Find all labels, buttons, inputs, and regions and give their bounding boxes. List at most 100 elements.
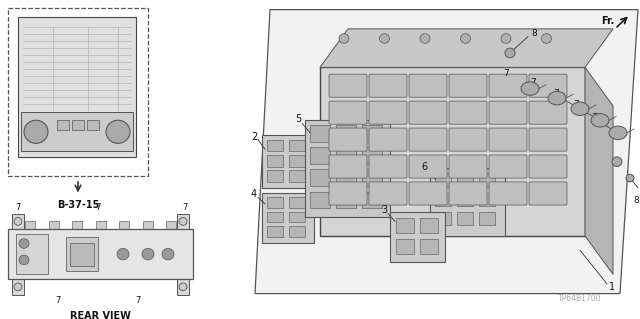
FancyBboxPatch shape: [329, 155, 367, 178]
Text: 6: 6: [421, 162, 427, 173]
Text: 7: 7: [182, 204, 188, 212]
FancyBboxPatch shape: [329, 182, 367, 205]
Circle shape: [461, 34, 470, 43]
FancyBboxPatch shape: [449, 128, 487, 151]
Bar: [336, 147, 356, 164]
Bar: [72, 221, 82, 229]
Bar: [420, 239, 438, 254]
Text: 7: 7: [503, 69, 509, 78]
Ellipse shape: [609, 126, 627, 140]
Bar: [310, 169, 330, 186]
Bar: [119, 221, 129, 229]
FancyBboxPatch shape: [489, 128, 527, 151]
Circle shape: [14, 218, 22, 225]
Bar: [420, 218, 438, 233]
FancyBboxPatch shape: [369, 128, 407, 151]
Bar: [12, 279, 24, 294]
Bar: [177, 214, 189, 229]
Bar: [166, 221, 176, 229]
Bar: [66, 237, 98, 271]
Bar: [289, 140, 305, 151]
Bar: [289, 212, 305, 222]
Circle shape: [339, 34, 349, 43]
FancyBboxPatch shape: [329, 128, 367, 151]
Bar: [289, 170, 305, 182]
Text: 2: 2: [251, 132, 257, 142]
Text: 7: 7: [15, 204, 20, 212]
Bar: [267, 155, 283, 167]
FancyBboxPatch shape: [409, 128, 447, 151]
FancyBboxPatch shape: [449, 182, 487, 205]
Bar: [396, 218, 414, 233]
Bar: [25, 221, 35, 229]
FancyBboxPatch shape: [409, 155, 447, 178]
Bar: [57, 120, 69, 130]
Text: 7: 7: [530, 78, 536, 87]
Bar: [267, 140, 283, 151]
Text: 4: 4: [251, 189, 257, 199]
Bar: [289, 226, 305, 237]
Bar: [305, 120, 390, 217]
Bar: [16, 234, 48, 274]
Text: 7: 7: [55, 296, 61, 305]
Ellipse shape: [548, 92, 566, 105]
Circle shape: [501, 34, 511, 43]
Bar: [336, 191, 356, 208]
Bar: [362, 147, 382, 164]
Bar: [18, 17, 136, 157]
FancyBboxPatch shape: [489, 182, 527, 205]
Bar: [336, 125, 356, 142]
Bar: [336, 169, 356, 186]
FancyBboxPatch shape: [449, 155, 487, 178]
Bar: [267, 170, 283, 182]
Bar: [267, 226, 283, 237]
Bar: [21, 112, 133, 151]
Bar: [177, 279, 189, 294]
Bar: [70, 242, 94, 266]
Circle shape: [19, 239, 29, 249]
Bar: [289, 155, 305, 167]
Circle shape: [380, 34, 390, 43]
Circle shape: [612, 157, 622, 167]
Bar: [362, 125, 382, 142]
Bar: [435, 173, 451, 187]
FancyBboxPatch shape: [409, 74, 447, 97]
Bar: [362, 191, 382, 208]
Bar: [362, 169, 382, 186]
Text: 7: 7: [95, 204, 100, 212]
Text: 3: 3: [381, 205, 387, 215]
FancyBboxPatch shape: [529, 128, 567, 151]
Bar: [262, 135, 314, 188]
Text: 5: 5: [295, 115, 301, 124]
Bar: [310, 191, 330, 208]
Bar: [435, 212, 451, 225]
FancyBboxPatch shape: [369, 74, 407, 97]
FancyBboxPatch shape: [489, 155, 527, 178]
Ellipse shape: [521, 82, 539, 95]
Polygon shape: [255, 10, 638, 293]
Text: 8: 8: [633, 196, 639, 205]
Circle shape: [505, 48, 515, 58]
Bar: [430, 168, 505, 236]
Text: 8: 8: [531, 29, 537, 38]
Circle shape: [117, 249, 129, 260]
FancyBboxPatch shape: [369, 155, 407, 178]
Bar: [143, 221, 152, 229]
Bar: [457, 173, 473, 187]
Circle shape: [106, 120, 130, 143]
Ellipse shape: [591, 114, 609, 127]
Circle shape: [142, 249, 154, 260]
Circle shape: [19, 255, 29, 265]
Text: REAR VIEW: REAR VIEW: [70, 311, 131, 319]
Bar: [12, 214, 24, 229]
Ellipse shape: [571, 102, 589, 115]
Bar: [479, 173, 495, 187]
Bar: [435, 193, 451, 206]
Bar: [262, 193, 314, 242]
Circle shape: [626, 174, 634, 182]
FancyBboxPatch shape: [369, 182, 407, 205]
Bar: [457, 212, 473, 225]
FancyBboxPatch shape: [369, 101, 407, 124]
Bar: [8, 8, 148, 176]
FancyBboxPatch shape: [449, 74, 487, 97]
